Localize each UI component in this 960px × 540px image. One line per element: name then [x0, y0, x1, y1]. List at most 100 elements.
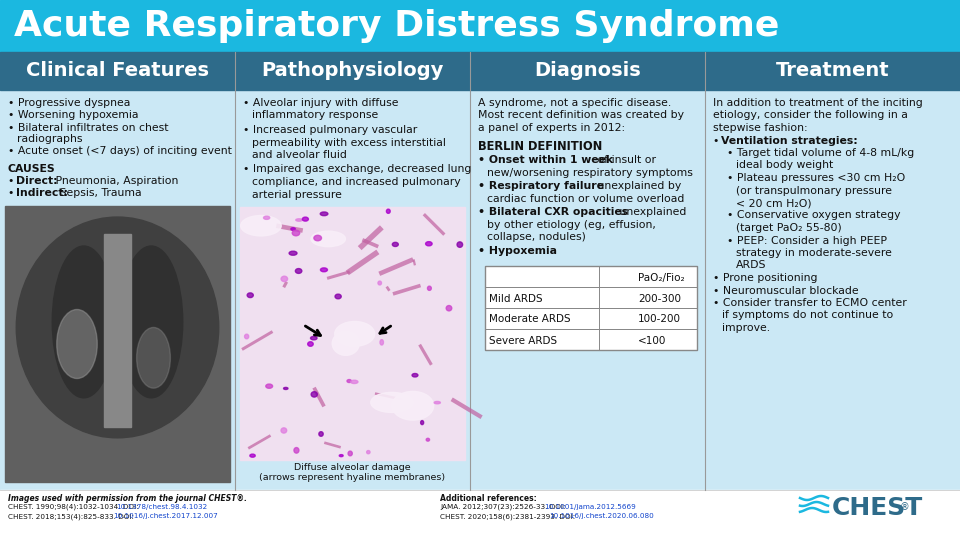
- Text: Clinical Features: Clinical Features: [26, 62, 209, 80]
- Text: PaO₂/Fio₂: PaO₂/Fio₂: [638, 273, 684, 282]
- Text: • Progressive dyspnea: • Progressive dyspnea: [8, 98, 131, 108]
- Bar: [705, 52, 960, 90]
- Ellipse shape: [296, 268, 301, 273]
- Text: (or transpulmonary pressure: (or transpulmonary pressure: [736, 186, 892, 195]
- Text: unexplained by: unexplained by: [593, 181, 681, 191]
- Bar: [485, 287, 697, 308]
- Text: a panel of experts in 2012:: a panel of experts in 2012:: [478, 123, 625, 133]
- Ellipse shape: [57, 309, 97, 379]
- Text: ®: ®: [900, 502, 910, 512]
- Text: permeability with excess interstitial: permeability with excess interstitial: [252, 138, 445, 147]
- Text: 200-300: 200-300: [638, 294, 682, 303]
- Bar: [485, 329, 697, 350]
- Text: •: •: [8, 188, 18, 199]
- Ellipse shape: [289, 251, 297, 255]
- Ellipse shape: [266, 384, 273, 388]
- Text: •: •: [8, 176, 18, 186]
- Text: • Plateau pressures <30 cm H₂O: • Plateau pressures <30 cm H₂O: [727, 173, 905, 183]
- Text: Pathophysiology: Pathophysiology: [261, 62, 444, 80]
- Bar: [485, 308, 697, 329]
- Ellipse shape: [281, 428, 287, 433]
- Ellipse shape: [427, 286, 431, 291]
- Text: new/worsening respiratory symptoms: new/worsening respiratory symptoms: [487, 167, 693, 178]
- Ellipse shape: [380, 340, 383, 345]
- Text: Moderate ARDS: Moderate ARDS: [489, 314, 570, 325]
- Ellipse shape: [339, 455, 343, 457]
- Text: arterial pressure: arterial pressure: [252, 190, 342, 199]
- Ellipse shape: [136, 327, 170, 388]
- Bar: [485, 287, 697, 308]
- Bar: [485, 266, 697, 287]
- Text: • Hypoxemia: • Hypoxemia: [478, 246, 557, 255]
- Ellipse shape: [347, 380, 351, 382]
- Text: Images used with permission from the journal CHEST®.: Images used with permission from the jou…: [8, 494, 247, 503]
- Text: In addition to treatment of the inciting: In addition to treatment of the inciting: [713, 98, 923, 108]
- Bar: [5, 206, 230, 482]
- Text: Acute Respiratory Distress Syndrome: Acute Respiratory Distress Syndrome: [14, 9, 780, 43]
- Text: • Respiratory failure: • Respiratory failure: [478, 181, 604, 191]
- Bar: [0, 52, 235, 90]
- Text: 100-200: 100-200: [638, 314, 682, 325]
- Ellipse shape: [311, 392, 318, 397]
- Text: compliance, and increased pulmonary: compliance, and increased pulmonary: [252, 177, 461, 187]
- Ellipse shape: [457, 242, 463, 247]
- Text: stepwise fashion:: stepwise fashion:: [713, 123, 807, 133]
- Text: 10.1378/chest.98.4.1032: 10.1378/chest.98.4.1032: [116, 504, 207, 510]
- Text: CHEST. 2020;158(6):2381-2393. DOI:: CHEST. 2020;158(6):2381-2393. DOI:: [440, 513, 578, 519]
- Ellipse shape: [367, 450, 370, 454]
- Ellipse shape: [371, 393, 413, 413]
- Text: CHEST. 2018;153(4):825-833. DOI:: CHEST. 2018;153(4):825-833. DOI:: [8, 513, 136, 519]
- Ellipse shape: [348, 451, 352, 456]
- Text: ARDS: ARDS: [736, 260, 766, 271]
- Ellipse shape: [420, 421, 423, 424]
- Text: improve.: improve.: [722, 323, 770, 333]
- Text: Most recent definition was created by: Most recent definition was created by: [478, 111, 684, 120]
- Text: (arrows represent hyaline membranes): (arrows represent hyaline membranes): [259, 473, 445, 482]
- Ellipse shape: [264, 216, 270, 219]
- Text: • Neuromuscular blockade: • Neuromuscular blockade: [713, 286, 858, 295]
- Text: etiology, consider the following in a: etiology, consider the following in a: [713, 111, 908, 120]
- Ellipse shape: [335, 294, 341, 299]
- Text: • Bilateral infiltrates on chest: • Bilateral infiltrates on chest: [8, 123, 169, 133]
- Text: 10.1016/j.chest.2020.06.080: 10.1016/j.chest.2020.06.080: [549, 513, 654, 519]
- Bar: [235, 52, 470, 490]
- Ellipse shape: [310, 336, 317, 340]
- Text: Indirect:: Indirect:: [16, 188, 68, 199]
- Ellipse shape: [296, 219, 302, 221]
- Text: • Conservative oxygen strategy: • Conservative oxygen strategy: [727, 211, 900, 220]
- Text: collapse, nodules): collapse, nodules): [487, 232, 586, 242]
- Bar: [0, 0, 960, 52]
- Ellipse shape: [250, 454, 255, 457]
- Ellipse shape: [387, 209, 390, 213]
- Ellipse shape: [241, 215, 281, 236]
- Ellipse shape: [335, 321, 374, 346]
- Text: • Onset within 1 week: • Onset within 1 week: [478, 155, 613, 165]
- Text: • Consider transfer to ECMO center: • Consider transfer to ECMO center: [713, 298, 907, 308]
- Ellipse shape: [302, 217, 308, 221]
- Text: • Impaired gas exchange, decreased lung: • Impaired gas exchange, decreased lung: [243, 165, 471, 174]
- Ellipse shape: [392, 392, 434, 420]
- Bar: [485, 266, 697, 287]
- Text: and alveolar fluid: and alveolar fluid: [252, 150, 347, 160]
- Text: radiographs: radiographs: [17, 133, 83, 144]
- Text: Sepsis, Trauma: Sepsis, Trauma: [56, 188, 142, 199]
- Text: of insult or: of insult or: [593, 155, 656, 165]
- Ellipse shape: [425, 241, 432, 246]
- Text: • Bilateral CXR opacities: • Bilateral CXR opacities: [478, 207, 628, 217]
- Text: Additional references:: Additional references:: [440, 494, 537, 503]
- Text: 10.1016/j.chest.2017.12.007: 10.1016/j.chest.2017.12.007: [113, 513, 218, 519]
- Ellipse shape: [446, 306, 452, 311]
- Ellipse shape: [350, 380, 358, 383]
- Ellipse shape: [291, 228, 296, 231]
- Bar: [104, 234, 131, 427]
- Ellipse shape: [245, 334, 249, 339]
- Ellipse shape: [314, 235, 322, 241]
- Text: < 20 cm H₂O): < 20 cm H₂O): [736, 198, 811, 208]
- Ellipse shape: [321, 212, 328, 215]
- Ellipse shape: [16, 217, 219, 438]
- Bar: [240, 207, 465, 460]
- Ellipse shape: [247, 293, 253, 298]
- Bar: [235, 52, 470, 90]
- Text: strategy in moderate-severe: strategy in moderate-severe: [736, 248, 892, 258]
- Text: • Prone positioning: • Prone positioning: [713, 273, 818, 283]
